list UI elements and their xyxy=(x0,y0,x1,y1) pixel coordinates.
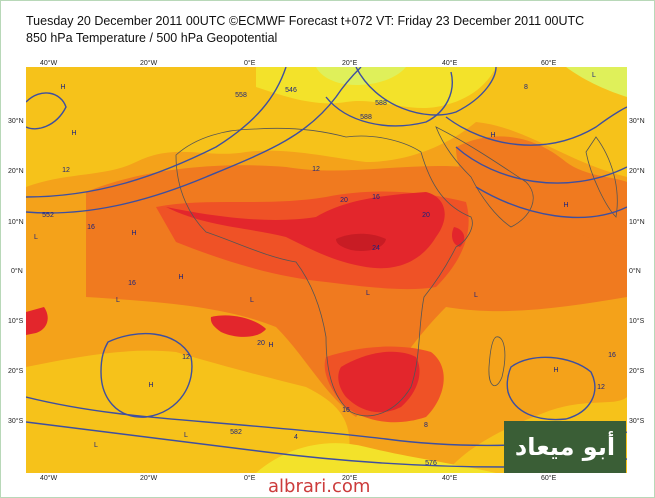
lat-tick-left: 30°N xyxy=(8,118,24,125)
low-pressure-marker: L xyxy=(184,432,188,439)
coastline-africa xyxy=(175,127,473,417)
lat-tick-right: 0°N xyxy=(629,268,641,275)
geopotential-contour xyxy=(26,92,67,130)
geopotential-contour xyxy=(455,146,627,184)
temperature-band-extreme-core xyxy=(336,233,386,251)
high-pressure-marker: H xyxy=(553,367,558,374)
temperature-band-cool-northeast xyxy=(566,67,627,97)
contour-label: 16 xyxy=(608,352,616,359)
low-pressure-marker: L xyxy=(94,442,98,449)
contour-label: 20 xyxy=(422,212,430,219)
temperature-band-hottest-west xyxy=(26,307,48,335)
high-pressure-marker: H xyxy=(131,230,136,237)
low-pressure-marker: L xyxy=(116,297,120,304)
low-pressure-marker: L xyxy=(592,72,596,79)
high-pressure-marker: H xyxy=(148,382,153,389)
lat-tick-right: 10°N xyxy=(629,219,645,226)
coastline-arabia xyxy=(435,126,534,228)
contour-label: 4 xyxy=(294,434,298,441)
contour-label: 16 xyxy=(128,280,136,287)
temperature-band-mild-north xyxy=(26,67,627,187)
high-pressure-marker: H xyxy=(563,202,568,209)
lat-tick-left: 0°N xyxy=(11,268,23,275)
lat-tick-left: 20°N xyxy=(8,168,24,175)
geopotential-contour xyxy=(475,186,627,219)
lon-tick-bottom: 40°E xyxy=(442,475,458,482)
lon-tick-bottom: 40°W xyxy=(40,475,58,482)
lon-tick-bottom: 0°E xyxy=(244,475,256,482)
contour-label: 576 xyxy=(425,460,437,467)
lon-tick-top: 60°E xyxy=(541,60,557,67)
high-pressure-marker: H xyxy=(490,132,495,139)
lat-tick-left: 10°S xyxy=(8,318,24,325)
low-pressure-marker: L xyxy=(474,292,478,299)
geopotential-contour xyxy=(26,67,362,214)
footer-site-link[interactable]: albrari.com xyxy=(268,476,371,497)
contour-label: 8 xyxy=(424,422,428,429)
geopotential-contour xyxy=(26,67,287,198)
lat-tick-right: 20°N xyxy=(629,168,645,175)
high-pressure-marker: H xyxy=(60,84,65,91)
coastline-madagascar xyxy=(488,336,506,387)
contour-label: 16 xyxy=(372,194,380,201)
low-pressure-marker: L xyxy=(366,290,370,297)
lat-tick-left: 30°S xyxy=(8,418,24,425)
high-pressure-marker: H xyxy=(268,342,273,349)
lon-tick-top: 20°E xyxy=(342,60,358,67)
lon-tick-top: 40°W xyxy=(40,60,58,67)
contour-label: 12 xyxy=(597,384,605,391)
forecast-subtitle: 850 hPa Temperature / 500 hPa Geopotenti… xyxy=(26,31,278,45)
lon-tick-top: 0°E xyxy=(244,60,256,67)
geopotential-contour xyxy=(445,106,627,146)
lat-tick-left: 10°N xyxy=(8,219,24,226)
lat-tick-right: 30°S xyxy=(629,418,645,425)
contour-label: 12 xyxy=(312,166,320,173)
high-pressure-marker: H xyxy=(178,274,183,281)
contour-label: 582 xyxy=(230,429,242,436)
temperature-band-hottest-east xyxy=(452,227,465,247)
low-pressure-marker: L xyxy=(250,297,254,304)
contour-label: 588 xyxy=(375,100,387,107)
lat-tick-right: 10°S xyxy=(629,318,645,325)
contour-label: 20 xyxy=(340,197,348,204)
contour-label: 24 xyxy=(372,245,380,252)
low-pressure-marker: L xyxy=(34,234,38,241)
weather-map: 12 552 16 12 20 16 20 24 16 20 16 12 582… xyxy=(26,67,627,473)
temperature-band-hottest-south xyxy=(338,351,420,413)
forecast-title: Tuesday 20 December 2011 00UTC ©ECMWF Fo… xyxy=(26,14,585,28)
contour-label: 552 xyxy=(42,212,54,219)
geopotential-contour xyxy=(100,332,193,418)
contour-label: 558 xyxy=(235,92,247,99)
lon-tick-bottom: 20°W xyxy=(140,475,158,482)
lon-tick-bottom: 60°E xyxy=(541,475,557,482)
lat-tick-left: 20°S xyxy=(8,368,24,375)
contour-label: 12 xyxy=(182,354,190,361)
contour-label: 16 xyxy=(342,407,350,414)
watermark-logo: أبو ميعاد xyxy=(504,421,626,473)
contour-label: 16 xyxy=(87,224,95,231)
lon-tick-top: 40°E xyxy=(442,60,458,67)
lon-tick-bottom: 20°E xyxy=(342,475,358,482)
temperature-band-mild-south xyxy=(26,350,350,473)
temperature-band-hottest-atlantic xyxy=(210,315,266,337)
temperature-band-hottest-sahel xyxy=(166,192,445,269)
lat-tick-right: 20°S xyxy=(629,368,645,375)
contour-label: 12 xyxy=(62,167,70,174)
lon-tick-top: 20°W xyxy=(140,60,158,67)
temperature-band-lightyellow-north xyxy=(256,67,496,109)
contour-label: 8 xyxy=(524,84,528,91)
contour-label: 20 xyxy=(257,340,265,347)
geopotential-contour xyxy=(325,71,453,127)
lat-tick-right: 30°N xyxy=(629,118,645,125)
contour-label: 588 xyxy=(360,114,372,121)
coastline-india xyxy=(585,136,618,218)
geopotential-contour xyxy=(506,356,596,421)
contour-label: 546 xyxy=(285,87,297,94)
geopotential-contour xyxy=(355,67,497,116)
high-pressure-marker: H xyxy=(71,130,76,137)
